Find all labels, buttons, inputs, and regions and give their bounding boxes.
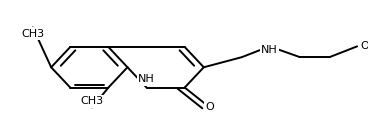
Text: CH3: CH3 bbox=[21, 29, 45, 39]
Text: OH: OH bbox=[360, 41, 368, 51]
Text: O: O bbox=[205, 102, 214, 112]
Text: NH: NH bbox=[261, 45, 278, 55]
Text: CH3: CH3 bbox=[81, 96, 104, 106]
Text: NH: NH bbox=[138, 74, 155, 84]
